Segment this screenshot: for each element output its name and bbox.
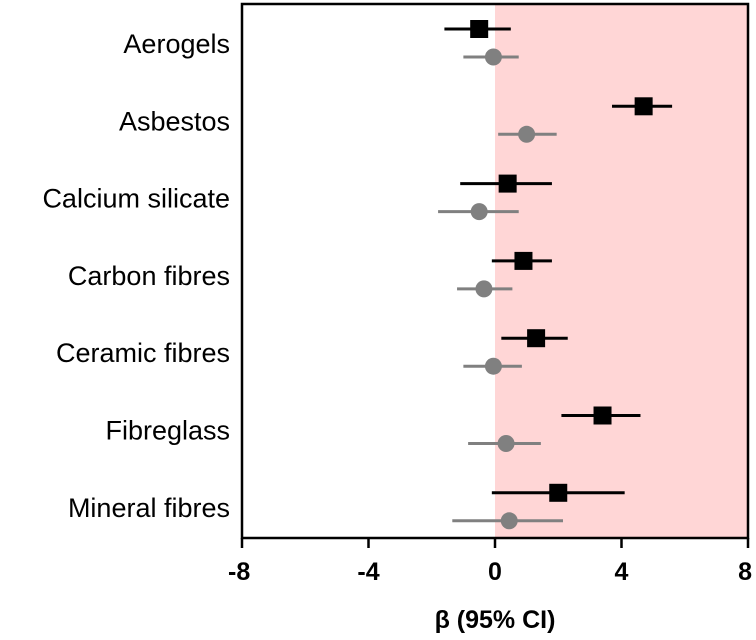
circle-estimate-marker — [518, 125, 536, 143]
category-label: Carbon fibres — [68, 261, 230, 291]
positive-shaded-region — [495, 4, 748, 538]
x-tick-label: 4 — [615, 558, 629, 586]
circle-estimate-marker — [497, 435, 515, 452]
x-tick-label: -8 — [228, 558, 250, 586]
circle-estimate-marker — [475, 280, 493, 298]
circle-estimate-marker — [484, 357, 502, 375]
circle-estimate-marker — [470, 203, 488, 221]
square-estimate-marker — [514, 251, 533, 270]
category-label: Fibreglass — [105, 416, 230, 446]
x-tick-label: 8 — [738, 558, 752, 586]
circle-estimate-marker — [484, 48, 502, 66]
x-axis-title: β (95% CI) — [435, 606, 556, 634]
x-tick-label: 0 — [488, 558, 502, 586]
category-label: Asbestos — [119, 106, 230, 136]
square-estimate-marker — [498, 174, 517, 193]
category-label: Mineral fibres — [68, 493, 230, 523]
square-estimate-marker — [470, 20, 489, 38]
square-estimate-marker — [549, 483, 568, 502]
x-tick-label: -4 — [357, 558, 379, 586]
square-estimate-marker — [527, 329, 546, 348]
category-labels: Aerogels Asbestos Calcium silicate Carbon f… — [42, 29, 230, 523]
category-label: Ceramic fibres — [56, 338, 230, 368]
square-estimate-marker — [634, 97, 653, 116]
category-label: Calcium silicate — [42, 184, 230, 214]
square-estimate-marker — [593, 406, 612, 425]
circle-estimate-marker — [500, 512, 518, 530]
x-axis: -8 -4 0 4 8 — [228, 538, 752, 586]
series-layer — [438, 20, 673, 530]
category-label: Aerogels — [123, 29, 230, 59]
